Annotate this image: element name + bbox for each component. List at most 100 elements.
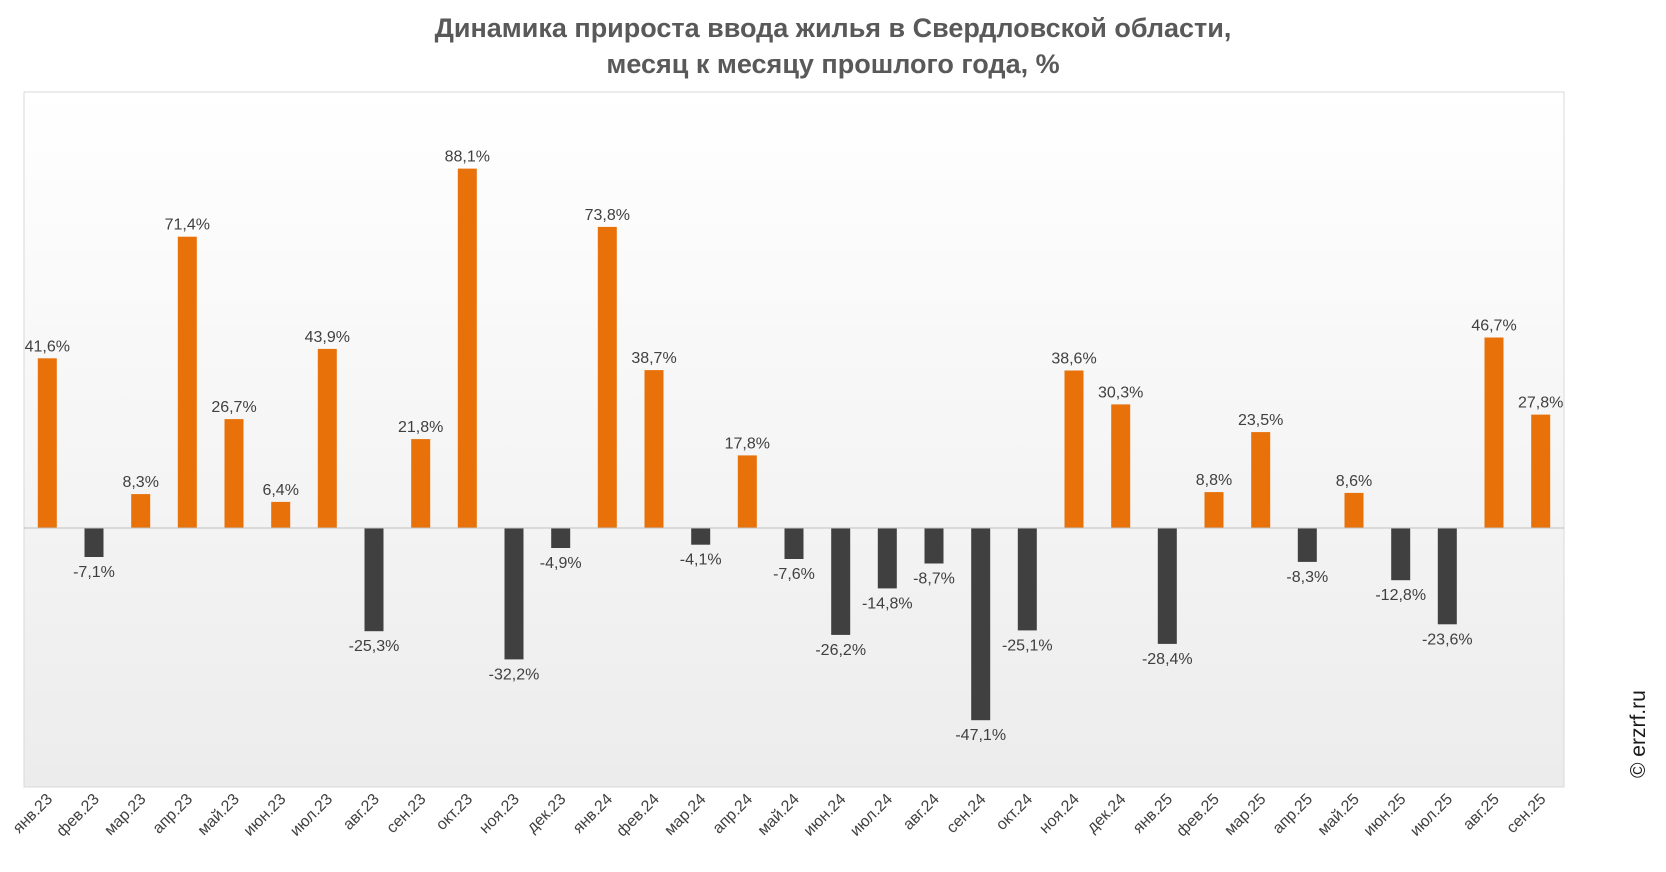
value-label: 43,9%: [305, 329, 350, 346]
x-tick-label: апр.24: [710, 791, 757, 838]
x-tick-label: май.23: [195, 791, 243, 839]
x-tick-label: июн.23: [241, 791, 290, 840]
value-label: 8,8%: [1196, 472, 1232, 489]
x-tick-label: янв.23: [10, 791, 56, 837]
value-label: 8,3%: [122, 474, 158, 491]
value-label: 8,6%: [1336, 473, 1372, 490]
x-tick-label: июн.24: [801, 791, 850, 840]
value-label: -4,9%: [540, 555, 582, 572]
bar-май.24: [784, 528, 804, 559]
chart-title-line-2: месяц к месяцу прошлого года, %: [606, 49, 1060, 79]
bar-мар.24: [691, 528, 711, 545]
value-label: -7,1%: [73, 564, 115, 581]
x-tick-label: мар.23: [101, 791, 149, 839]
value-label: 26,7%: [211, 399, 256, 416]
x-tick-label: мар.25: [1221, 791, 1269, 839]
value-label: -25,1%: [1002, 637, 1053, 654]
x-tick-label: июн.25: [1361, 791, 1410, 840]
x-tick-label: ноя.23: [476, 791, 522, 837]
value-label: -26,2%: [815, 642, 866, 659]
x-tick-label: май.24: [755, 791, 803, 839]
value-label: 38,7%: [631, 350, 676, 367]
x-tick-label: апр.23: [150, 791, 197, 838]
x-tick-label: авг.25: [1460, 791, 1503, 834]
bar-фев.24: [644, 370, 664, 528]
bar-апр.23: [177, 236, 197, 528]
value-label: -23,6%: [1422, 631, 1473, 648]
value-label: 6,4%: [262, 482, 298, 499]
bar-апр.25: [1297, 528, 1317, 562]
x-tick-label: мар.24: [661, 791, 709, 839]
bar-июн.23: [271, 501, 291, 528]
x-tick-label: июл.25: [1407, 791, 1456, 840]
bar-июл.24: [877, 528, 897, 589]
bar-сен.23: [411, 439, 431, 528]
x-tick-label: сен.23: [384, 791, 430, 837]
x-tick-label: сен.24: [944, 791, 990, 837]
bar-фев.25: [1204, 492, 1224, 528]
value-label: -7,6%: [773, 566, 815, 583]
plot-area: [23, 91, 1565, 788]
value-label: -47,1%: [955, 727, 1006, 744]
bar-ноя.23: [504, 528, 524, 660]
x-tick-label: июл.24: [847, 791, 896, 840]
x-tick-label: фев.25: [1173, 791, 1222, 840]
bar-авг.25: [1484, 337, 1504, 528]
bar-июн.25: [1391, 528, 1411, 581]
x-tick-label: апр.25: [1270, 791, 1317, 838]
value-label: 73,8%: [585, 207, 630, 224]
x-tick-label: май.25: [1315, 791, 1363, 839]
x-tick-label: фев.24: [613, 791, 662, 840]
value-label: -8,7%: [913, 571, 955, 588]
bar-май.25: [1344, 492, 1364, 528]
chart-title: Динамика прироста ввода жилья в Свердлов…: [0, 10, 1666, 82]
bar-авг.24: [924, 528, 944, 564]
bar-сен.25: [1531, 414, 1551, 528]
bar-мар.25: [1251, 432, 1271, 528]
value-label: 88,1%: [445, 149, 490, 166]
bar-дек.24: [1111, 404, 1131, 528]
bar-июн.24: [831, 528, 851, 635]
bar-апр.24: [737, 455, 757, 528]
value-label: -4,1%: [680, 552, 722, 569]
x-tick-label: окт.24: [993, 791, 1036, 834]
x-tick-label: авг.23: [340, 791, 383, 834]
bar-окт.23: [457, 168, 477, 528]
value-label: -28,4%: [1142, 651, 1193, 668]
x-tick-label: дек.23: [524, 791, 570, 837]
value-label: 17,8%: [725, 435, 770, 452]
x-tick-label: фев.23: [53, 791, 102, 840]
value-label: 71,4%: [165, 217, 210, 234]
bar-янв.23: [37, 358, 57, 528]
x-tick-label: дек.24: [1084, 791, 1130, 837]
value-label: -8,3%: [1286, 569, 1328, 586]
bar-дек.23: [551, 528, 571, 548]
bars-group: [37, 168, 1551, 721]
x-tick-label: июл.23: [287, 791, 336, 840]
x-tick-label: янв.25: [1130, 791, 1176, 837]
value-label: -25,3%: [349, 638, 400, 655]
bar-сен.24: [971, 528, 991, 721]
bar-фев.23: [84, 528, 104, 557]
bar-авг.23: [364, 528, 384, 632]
value-labels-group: 41,6% -7,1% 8,3% 71,4% 26,7% 6,4% 43,9% -25,3% 2…: [25, 149, 1564, 745]
chart-title-line-1: Динамика прироста ввода жилья в Свердлов…: [434, 13, 1232, 43]
bar-окт.24: [1017, 528, 1037, 631]
bar-июл.25: [1437, 528, 1457, 625]
value-label: 27,8%: [1518, 395, 1563, 412]
x-tick-label: сен.25: [1504, 791, 1550, 837]
value-label: 21,8%: [398, 419, 443, 436]
value-label: 23,5%: [1238, 412, 1283, 429]
bar-ноя.24: [1064, 370, 1084, 528]
bar-май.23: [224, 419, 244, 528]
value-label: -12,8%: [1375, 587, 1426, 604]
bar-июл.23: [317, 348, 337, 528]
x-tick-label: окт.23: [433, 791, 476, 834]
value-label: -32,2%: [489, 666, 540, 683]
value-label: 46,7%: [1471, 318, 1516, 335]
value-label: -14,8%: [862, 595, 913, 612]
x-tick-label: янв.24: [570, 791, 616, 837]
value-label: 30,3%: [1098, 384, 1143, 401]
watermark: © erzrf.ru: [1627, 690, 1650, 778]
